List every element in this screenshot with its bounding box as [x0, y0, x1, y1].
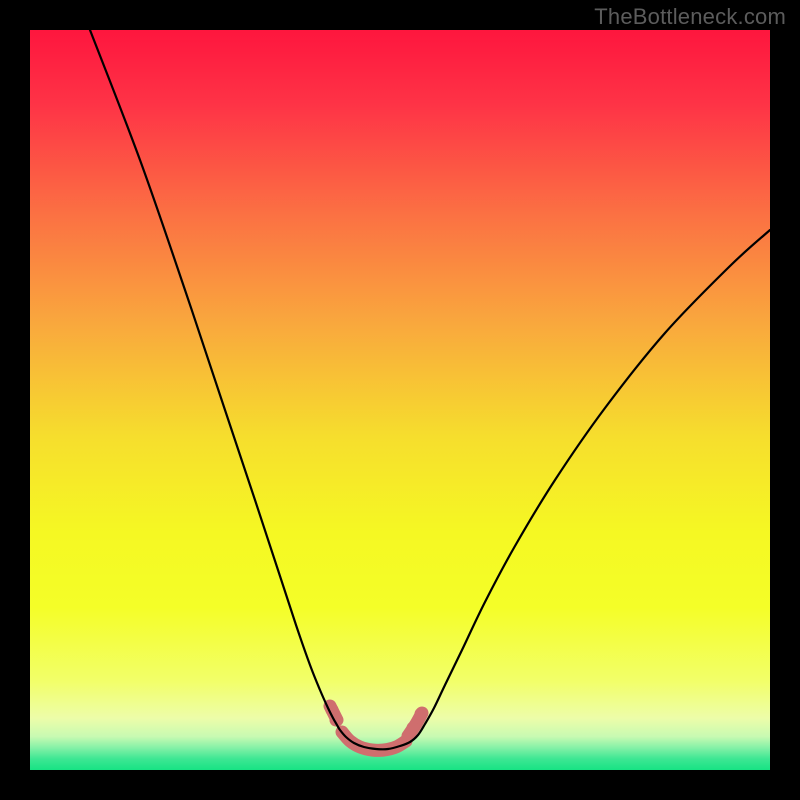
watermark-text: TheBottleneck.com	[594, 6, 786, 28]
trough-dot-right2	[407, 722, 420, 735]
outer-frame: TheBottleneck.com	[0, 0, 800, 800]
bottleneck-curve	[90, 30, 770, 749]
trough-marker	[326, 704, 428, 751]
chart-svg	[30, 30, 770, 770]
trough-dot-right	[415, 708, 428, 721]
plot-area	[30, 30, 770, 770]
